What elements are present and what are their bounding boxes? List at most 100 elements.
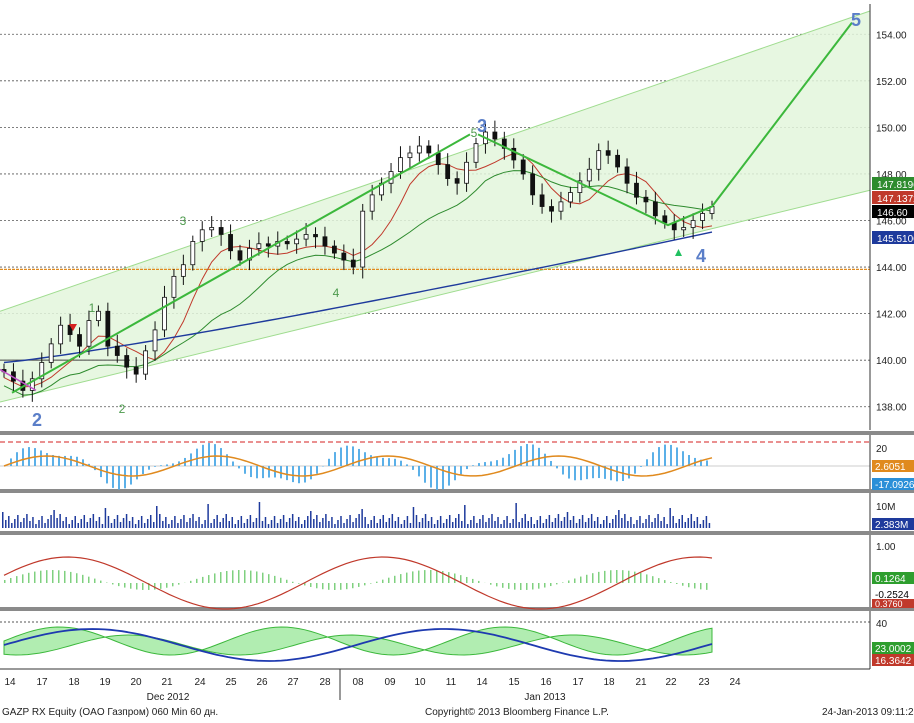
- osc1-bar: [352, 446, 354, 466]
- osc1-bar: [598, 466, 600, 479]
- volume-bar: [304, 520, 306, 528]
- volume-bar: [491, 514, 493, 528]
- osc2-bar: [286, 579, 288, 583]
- volume-bar: [198, 517, 200, 528]
- volume-bar: [563, 517, 566, 528]
- osc1-bar: [262, 466, 264, 479]
- osc1-bar: [532, 444, 534, 466]
- price-badge: [872, 231, 914, 244]
- osc2-bar: [190, 580, 192, 583]
- osc1-bar: [664, 444, 666, 466]
- volume-bar: [418, 522, 421, 528]
- osc1-bar: [652, 452, 654, 466]
- osc2-bar: [70, 571, 72, 583]
- volume-bar: [219, 522, 221, 528]
- volume-bar: [2, 512, 4, 528]
- osc2-badge: [872, 599, 914, 608]
- copyright-label: Copyright© 2013 Bloomberg Finance L.P.: [425, 707, 609, 718]
- volume-bar: [14, 519, 16, 528]
- osc2-bar: [370, 583, 372, 584]
- volume-bar: [334, 524, 336, 528]
- osc2-bar: [646, 574, 648, 583]
- volume-bar: [596, 517, 599, 528]
- volume-bar: [125, 514, 128, 528]
- volume-bar: [171, 520, 173, 528]
- price-tick-label: 150.00: [876, 123, 907, 134]
- candle-body: [209, 227, 215, 231]
- candle-body: [48, 343, 54, 363]
- candle-body: [416, 145, 422, 154]
- volume-bar: [494, 521, 496, 528]
- volume-bar: [134, 524, 137, 528]
- candle-body: [586, 168, 592, 182]
- volume-bar: [231, 517, 234, 528]
- volume-bar: [693, 521, 696, 528]
- volume-bar: [41, 516, 43, 528]
- volume-bar: [243, 523, 246, 528]
- volume-bar: [249, 515, 252, 528]
- osc2-bar: [616, 570, 618, 583]
- volume-bar: [20, 522, 22, 528]
- price-tick-label: 144.00: [876, 263, 907, 274]
- osc1-bar: [316, 466, 318, 474]
- volume-bar: [497, 517, 499, 528]
- osc1-bar: [82, 459, 84, 466]
- candle-body: [435, 152, 441, 166]
- volume-bar: [684, 522, 687, 528]
- osc1-bar: [448, 466, 450, 486]
- volume-bar: [352, 522, 354, 528]
- osc2-bar: [304, 583, 306, 586]
- volume-bar: [548, 515, 551, 528]
- osc2-bar: [424, 570, 426, 583]
- wave-label: 2: [32, 410, 42, 430]
- x-tick-label: 19: [99, 677, 111, 688]
- osc1-bar: [346, 445, 348, 466]
- volume-bar: [578, 519, 581, 528]
- volume-bar: [479, 519, 481, 528]
- osc2-bar: [634, 571, 636, 583]
- volume-bar: [116, 515, 119, 528]
- volume-bar: [482, 515, 484, 528]
- osc1-bar: [526, 444, 528, 466]
- osc2-bar: [412, 571, 414, 583]
- volume-bar: [675, 523, 677, 528]
- osc2-bar: [508, 583, 510, 589]
- x-tick-label: 14: [4, 677, 16, 688]
- candle-body: [303, 234, 309, 240]
- volume-bar: [379, 519, 381, 528]
- osc1-bar: [460, 466, 462, 475]
- osc1-bar: [106, 466, 108, 484]
- candle-body: [605, 150, 611, 156]
- osc1-bar: [574, 466, 576, 481]
- volume-bar: [488, 518, 490, 528]
- volume-bar: [654, 518, 656, 528]
- osc1-bar: [358, 448, 360, 466]
- volume-bar: [204, 520, 206, 528]
- osc1-bar: [40, 450, 42, 466]
- candle-body: [511, 147, 517, 161]
- osc1-bar: [148, 466, 150, 470]
- volume-bar: [627, 521, 629, 528]
- volume-bar: [5, 520, 7, 528]
- volume-bar: [340, 516, 342, 528]
- osc2-bar: [562, 582, 564, 583]
- magenta-segment: [0, 368, 37, 392]
- candle-body: [199, 229, 205, 242]
- volume-bar: [361, 509, 363, 528]
- osc2-badge-label: 0.1264: [875, 574, 906, 585]
- osc1-bar: [586, 466, 588, 480]
- volume-bar: [618, 510, 620, 528]
- volume-bar: [509, 523, 511, 528]
- candle-body: [180, 264, 186, 277]
- candle-body: [577, 180, 583, 193]
- volume-bar: [177, 523, 179, 528]
- osc2-bar: [220, 572, 222, 583]
- osc2-bar: [316, 583, 318, 589]
- osc1-bar: [490, 461, 492, 466]
- osc2-bar: [214, 573, 216, 583]
- osc2-bar: [130, 583, 132, 589]
- volume-bar: [83, 515, 86, 528]
- price-tick-label: 146.00: [876, 216, 907, 227]
- osc1-bar: [514, 449, 516, 466]
- candle-body: [77, 334, 82, 347]
